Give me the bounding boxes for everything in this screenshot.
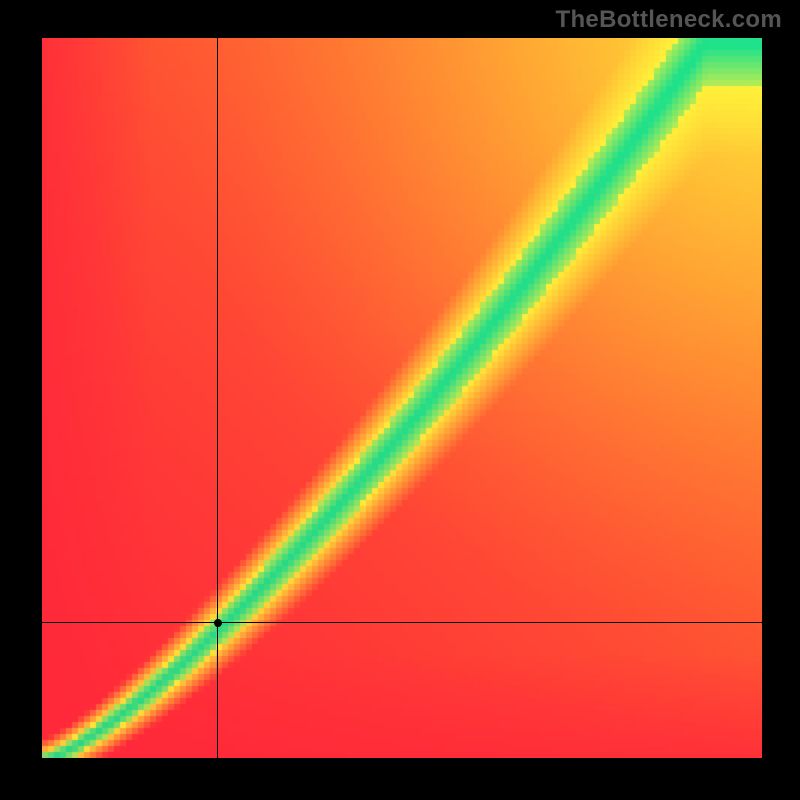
heatmap-canvas (42, 38, 762, 758)
chart-plot-area (42, 38, 762, 758)
watermark-text: TheBottleneck.com (556, 6, 782, 34)
